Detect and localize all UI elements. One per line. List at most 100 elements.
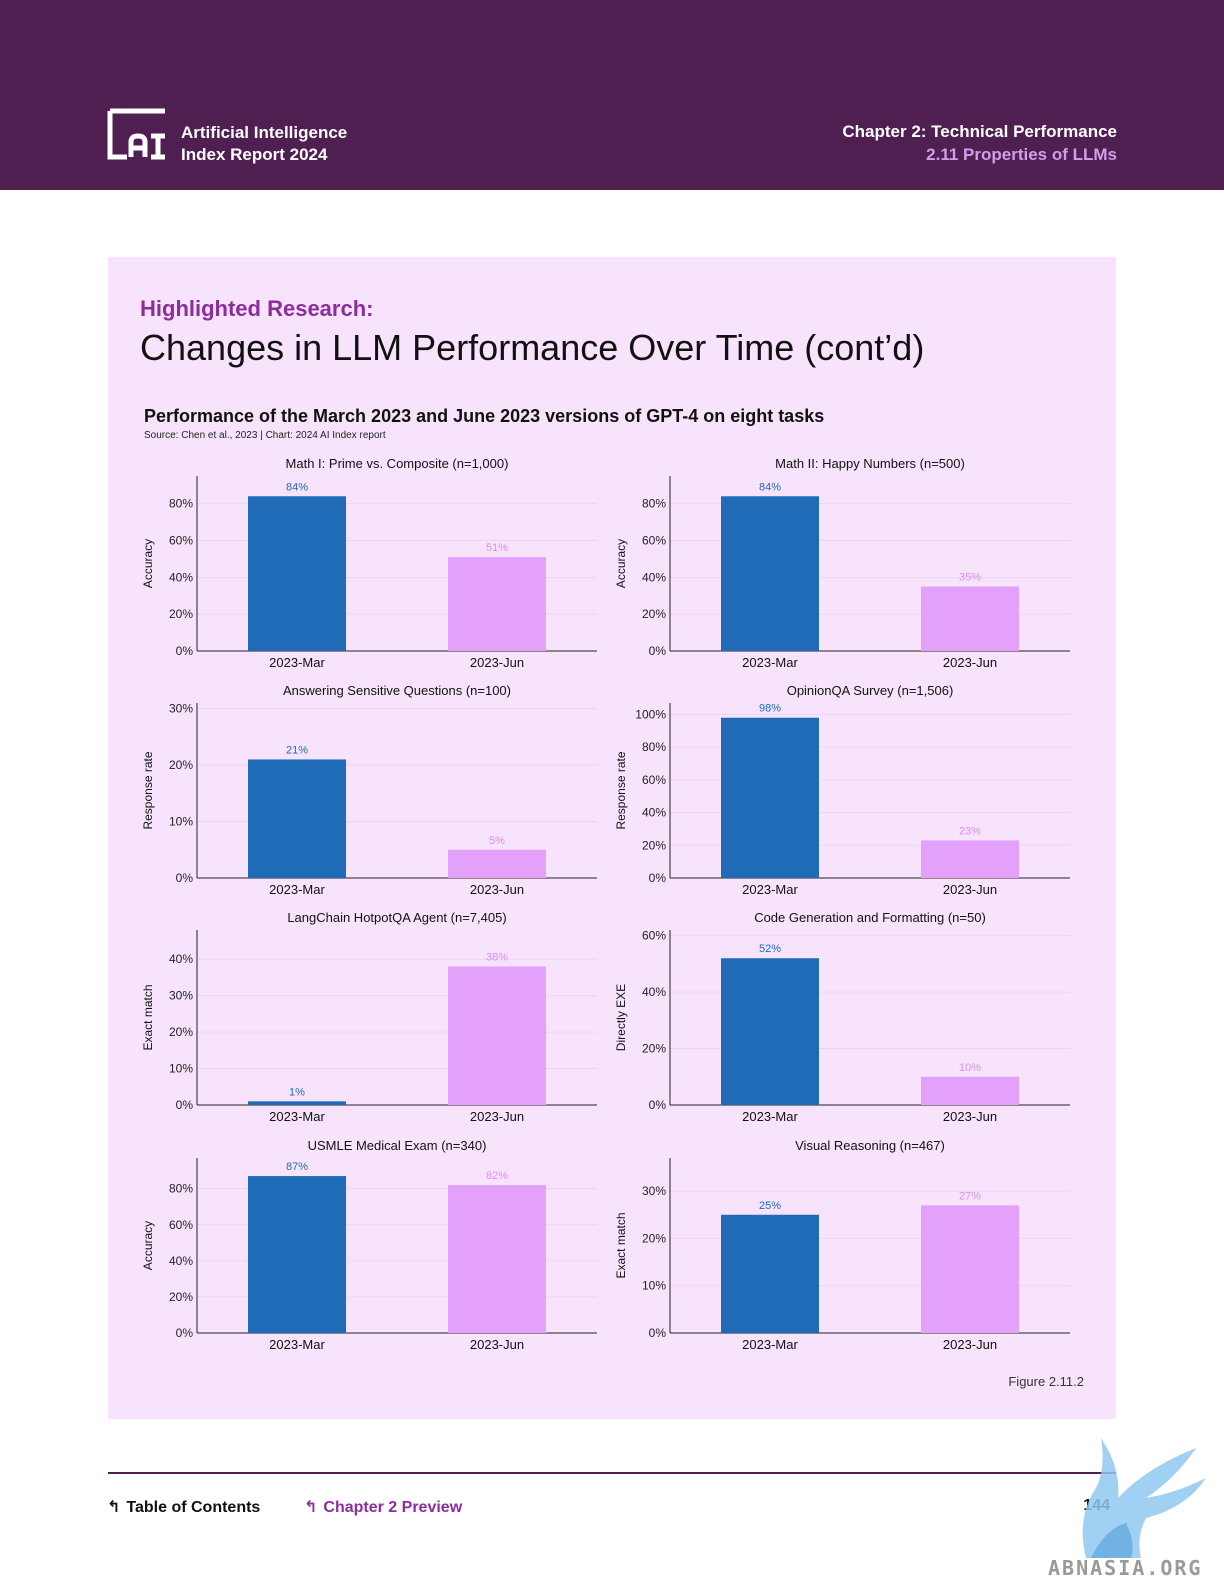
y-tick-label: 0%: [649, 871, 667, 885]
y-tick-label: 10%: [642, 1279, 666, 1293]
y-tick-label: 40%: [169, 1254, 193, 1268]
y-tick-label: 40%: [169, 952, 193, 966]
table-of-contents-link[interactable]: ↰ Table of Contents: [107, 1497, 260, 1517]
y-tick-label: 20%: [169, 758, 193, 772]
y-tick-label: 0%: [176, 644, 194, 658]
watermark-text: ABNASIA.ORG: [1048, 1556, 1203, 1580]
y-tick-label: 0%: [176, 1326, 194, 1340]
chapter-title: Chapter 2: Technical Performance: [842, 122, 1117, 141]
x-tick-label: 2023-Jun: [943, 655, 997, 670]
footer-divider: [108, 1472, 1116, 1474]
y-tick-label: 40%: [642, 985, 666, 999]
page-title: Changes in LLM Performance Over Time (co…: [140, 327, 925, 368]
bar: [448, 1185, 546, 1333]
data-label: 35%: [959, 572, 981, 584]
toc-label: Table of Contents: [126, 1499, 261, 1516]
x-tick-label: 2023-Jun: [470, 1337, 524, 1352]
x-tick-label: 2023-Mar: [742, 1109, 798, 1124]
x-tick-label: 2023-Jun: [943, 1337, 997, 1352]
x-tick-label: 2023-Mar: [269, 882, 325, 897]
chapter-heading: Chapter 2: Technical Performance 2.11 Pr…: [842, 120, 1117, 166]
chapter-preview-link[interactable]: ↰ Chapter 2 Preview: [304, 1497, 462, 1517]
y-axis-label: Accuracy: [141, 1221, 155, 1270]
data-label: 5%: [489, 835, 505, 847]
highlighted-research-label: Highlighted Research:: [140, 296, 374, 321]
x-tick-label: 2023-Mar: [742, 882, 798, 897]
bar: [921, 1205, 1019, 1333]
y-tick-label: 0%: [649, 1098, 667, 1112]
return-arrow-icon: ↰: [304, 1499, 318, 1516]
subchart-title: LangChain HotpotQA Agent (n=7,405): [287, 910, 506, 925]
bar: [721, 717, 819, 878]
subchart-title: OpinionQA Survey (n=1,506): [787, 683, 954, 698]
chart-source: Source: Chen et al., 2023 | Chart: 2024 …: [144, 430, 386, 441]
y-tick-label: 20%: [169, 607, 193, 621]
report-header: Artificial Intelligence Index Report 202…: [0, 0, 1224, 190]
report-brand: Artificial Intelligence Index Report 202…: [181, 122, 347, 166]
y-axis-label: Directly EXE: [614, 984, 628, 1051]
bar: [921, 840, 1019, 878]
bar: [448, 849, 546, 878]
return-arrow-icon: ↰: [107, 1499, 121, 1516]
griffin-watermark-icon: [1082, 1438, 1206, 1558]
y-tick-label: 0%: [649, 1326, 667, 1340]
y-tick-label: 10%: [169, 815, 193, 829]
data-label: 51%: [486, 542, 508, 554]
y-axis-label: Response rate: [614, 751, 628, 829]
x-tick-label: 2023-Jun: [943, 882, 997, 897]
data-label: 23%: [959, 825, 981, 837]
x-tick-label: 2023-Jun: [470, 882, 524, 897]
figure-label: Figure 2.11.2: [1008, 1374, 1084, 1389]
subchart-title: Math II: Happy Numbers (n=500): [775, 456, 965, 471]
bar: [448, 557, 546, 651]
x-tick-label: 2023-Mar: [269, 1109, 325, 1124]
y-tick-label: 20%: [642, 1042, 666, 1056]
y-tick-label: 20%: [169, 1290, 193, 1304]
y-axis-label: Response rate: [141, 751, 155, 829]
data-label: 21%: [286, 744, 308, 756]
y-tick-label: 100%: [635, 707, 666, 721]
bar: [721, 1214, 819, 1333]
subchart-title: Math I: Prime vs. Composite (n=1,000): [286, 456, 509, 471]
y-tick-label: 20%: [169, 1025, 193, 1039]
data-label: 27%: [959, 1190, 981, 1202]
subchart-title: Visual Reasoning (n=467): [795, 1138, 945, 1153]
data-label: 84%: [759, 481, 781, 493]
y-tick-label: 40%: [642, 806, 666, 820]
bar: [248, 496, 346, 651]
y-tick-label: 60%: [642, 773, 666, 787]
data-label: 38%: [486, 951, 508, 963]
y-axis-label: Exact match: [141, 984, 155, 1050]
ai-index-logo-icon: [107, 108, 165, 160]
data-label: 84%: [286, 481, 308, 493]
brand-line-1: Artificial Intelligence: [181, 123, 348, 142]
x-tick-label: 2023-Jun: [470, 1109, 524, 1124]
y-tick-label: 40%: [642, 570, 666, 584]
y-tick-label: 0%: [176, 1098, 194, 1112]
y-tick-label: 20%: [642, 607, 666, 621]
y-tick-label: 80%: [169, 1182, 193, 1196]
subchart-title: USMLE Medical Exam (n=340): [308, 1138, 487, 1153]
subchart-title: Answering Sensitive Questions (n=100): [283, 683, 511, 698]
chart-title: Performance of the March 2023 and June 2…: [144, 406, 825, 426]
y-tick-label: 30%: [169, 989, 193, 1003]
y-tick-label: 0%: [176, 871, 194, 885]
x-tick-label: 2023-Mar: [269, 655, 325, 670]
y-tick-label: 60%: [642, 533, 666, 547]
data-label: 87%: [286, 1161, 308, 1173]
y-tick-label: 80%: [642, 497, 666, 511]
y-tick-label: 80%: [169, 497, 193, 511]
data-label: 25%: [759, 1200, 781, 1212]
brand-line-2: Index Report 2024: [181, 145, 328, 164]
data-label: 98%: [759, 703, 781, 715]
bar: [921, 586, 1019, 651]
bar: [721, 958, 819, 1105]
x-tick-label: 2023-Jun: [470, 655, 524, 670]
x-tick-label: 2023-Jun: [943, 1109, 997, 1124]
y-tick-label: 80%: [642, 740, 666, 754]
section-title: 2.11 Properties of LLMs: [926, 145, 1117, 164]
bar: [248, 1176, 346, 1333]
bar: [248, 759, 346, 878]
chapter-preview-label: Chapter 2 Preview: [323, 1499, 463, 1516]
